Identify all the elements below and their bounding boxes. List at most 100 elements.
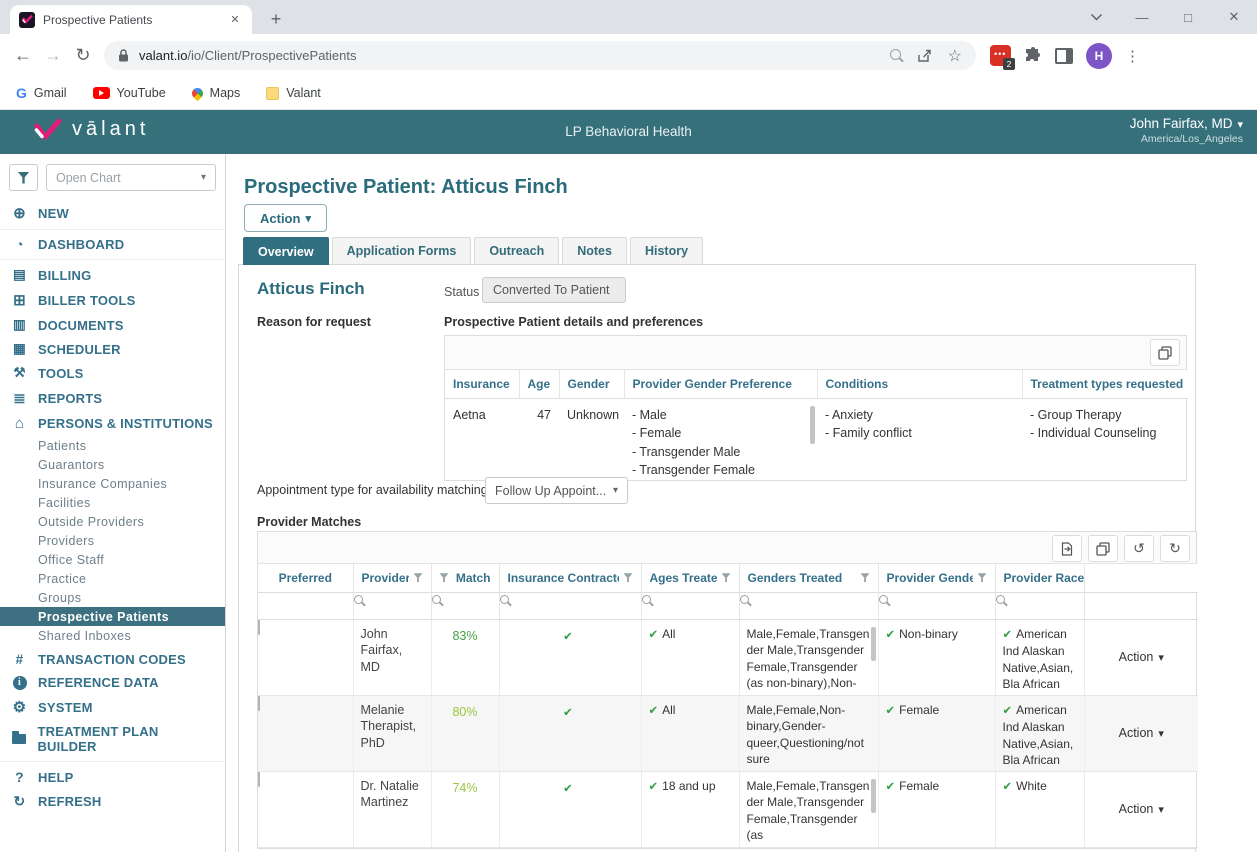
sidebar-item-transaction-codes[interactable]: TRANSACTION CODES (0, 648, 225, 671)
filter-icon[interactable] (722, 573, 731, 582)
sidebar-item-office-staff[interactable]: Office Staff (0, 550, 225, 569)
sidebar-item-documents[interactable]: DOCUMENTS (0, 313, 225, 337)
filter-icon[interactable] (624, 573, 633, 582)
filter-icon[interactable] (861, 573, 870, 582)
col-provider-race[interactable]: Provider Race (995, 564, 1084, 592)
sidebar-item-persons-institutions[interactable]: PERSONS & INSTITUTIONS (0, 411, 225, 436)
bookmark-maps[interactable]: Maps (192, 86, 241, 100)
side-panel-icon[interactable] (1055, 48, 1073, 64)
tab-application-forms[interactable]: Application Forms (332, 237, 472, 264)
forward-button[interactable]: → (38, 41, 68, 71)
appointment-type-dropdown[interactable]: Follow Up Appoint... (485, 477, 628, 504)
row-action-button[interactable]: Action (1119, 650, 1164, 664)
details-col-provider-gender-preference[interactable]: Provider Gender Preference (624, 370, 817, 398)
column-chooser-button[interactable] (1088, 535, 1118, 562)
browser-menu-icon[interactable]: ⋮ (1125, 47, 1140, 65)
filter-provider-gender[interactable] (878, 592, 995, 619)
sidebar-item-outside-providers[interactable]: Outside Providers (0, 512, 225, 531)
sidebar-item-facilities[interactable]: Facilities (0, 493, 225, 512)
bookmark-youtube[interactable]: YouTube (93, 86, 166, 100)
sidebar-item-insurance-companies[interactable]: Insurance Companies (0, 474, 225, 493)
details-col-treatment-types[interactable]: Treatment types requested (1022, 370, 1188, 398)
filter-genders-treated[interactable] (739, 592, 878, 619)
col-provider-gender[interactable]: Provider Gender (878, 564, 995, 592)
cell-scrollbar[interactable] (871, 627, 876, 661)
row-action-button[interactable]: Action (1119, 802, 1164, 816)
window-close-button[interactable]: ✕ (1211, 0, 1257, 34)
profile-avatar[interactable]: H (1086, 43, 1112, 69)
bookmark-gmail[interactable]: G Gmail (16, 85, 67, 101)
tab-close-icon[interactable]: ✕ (227, 12, 243, 28)
sidebar-item-dashboard[interactable]: DASHBOARD (0, 233, 225, 256)
filter-icon[interactable] (414, 573, 423, 582)
open-chart-dropdown[interactable]: Open Chart (46, 164, 216, 191)
filter-icon[interactable] (978, 573, 987, 582)
reload-button[interactable]: ↻ (68, 41, 98, 71)
col-preferred[interactable]: Preferred (258, 564, 353, 592)
preferred-checkbox[interactable] (258, 619, 260, 635)
browser-tab[interactable]: Prospective Patients ✕ (10, 5, 252, 34)
sidebar-item-help[interactable]: HELP (0, 765, 225, 789)
sidebar-item-groups[interactable]: Groups (0, 588, 225, 607)
sidebar-item-new[interactable]: NEW (0, 200, 225, 226)
details-col-insurance[interactable]: Insurance (445, 370, 519, 398)
sidebar-item-refresh[interactable]: REFRESH (0, 789, 225, 814)
filter-ages-treated[interactable] (641, 592, 739, 619)
sidebar-item-billing[interactable]: BILLING (0, 263, 225, 287)
tab-history[interactable]: History (630, 237, 703, 264)
status-field[interactable]: Converted To Patient (482, 277, 626, 303)
sidebar-item-reports[interactable]: REPORTS (0, 385, 225, 411)
chart-filter-button[interactable] (9, 164, 38, 191)
details-col-conditions[interactable]: Conditions (817, 370, 1022, 398)
filter-insurance-contracted[interactable] (499, 592, 641, 619)
col-match[interactable]: Match (431, 564, 499, 592)
filter-icon[interactable] (440, 573, 449, 582)
cell-scrollbar[interactable] (871, 779, 876, 813)
window-maximize-button[interactable]: □ (1165, 0, 1211, 34)
action-button[interactable]: Action (244, 204, 327, 232)
extension-notification-icon[interactable]: ••• 2 (990, 45, 1011, 66)
column-chooser-button[interactable] (1150, 339, 1180, 366)
col-provider[interactable]: Provider (353, 564, 431, 592)
refresh-grid-button[interactable] (1160, 535, 1190, 562)
col-ages-treated[interactable]: Ages Treated (641, 564, 739, 592)
filter-provider[interactable] (353, 592, 431, 619)
bookmark-valant[interactable]: Valant (266, 86, 321, 100)
tab-outreach[interactable]: Outreach (474, 237, 559, 264)
sidebar-item-scheduler[interactable]: SCHEDULER (0, 337, 225, 361)
col-genders-treated[interactable]: Genders Treated (739, 564, 878, 592)
sidebar-item-system[interactable]: SYSTEM (0, 694, 225, 720)
sidebar-item-reference-data[interactable]: REFERENCE DATA (0, 671, 225, 694)
sidebar-item-shared-inboxes[interactable]: Shared Inboxes (0, 626, 225, 645)
preferred-checkbox[interactable] (258, 695, 260, 711)
sidebar-item-guarantors[interactable]: Guarantors (0, 455, 225, 474)
back-button[interactable]: ← (8, 41, 38, 71)
sidebar-item-treatment-plan-builder[interactable]: TREATMENT PLAN BUILDER (0, 720, 225, 758)
share-icon[interactable] (917, 49, 932, 63)
new-tab-button[interactable]: + (264, 8, 288, 32)
tab-notes[interactable]: Notes (562, 237, 627, 264)
cell-scrollbar[interactable] (810, 406, 815, 444)
row-action-button[interactable]: Action (1119, 726, 1164, 740)
bookmark-star-icon[interactable]: ☆ (948, 46, 962, 66)
filter-provider-race[interactable] (995, 592, 1084, 619)
window-minimize-button[interactable]: — (1119, 0, 1165, 34)
zoom-icon[interactable] (890, 47, 901, 65)
extensions-puzzle-icon[interactable] (1024, 47, 1042, 65)
sidebar-item-biller-tools[interactable]: BILLER TOOLS (0, 287, 225, 313)
col-insurance-contracted[interactable]: Insurance Contracted (499, 564, 641, 592)
sidebar-item-tools[interactable]: TOOLS (0, 361, 225, 385)
details-col-gender[interactable]: Gender (559, 370, 624, 398)
filter-preferred[interactable] (258, 592, 353, 619)
sidebar-item-prospective-patients[interactable]: Prospective Patients (0, 607, 225, 626)
details-col-age[interactable]: Age (519, 370, 559, 398)
filter-match[interactable] (431, 592, 499, 619)
sidebar-item-patients[interactable]: Patients (0, 436, 225, 455)
chrome-menu-chevron-icon[interactable] (1073, 0, 1119, 34)
tab-overview[interactable]: Overview (243, 237, 329, 265)
sidebar-item-practice[interactable]: Practice (0, 569, 225, 588)
undo-button[interactable] (1124, 535, 1154, 562)
user-menu[interactable]: John Fairfax, MD America/Los_Angeles (1130, 116, 1243, 145)
export-button[interactable] (1052, 535, 1082, 562)
preferred-checkbox[interactable] (258, 771, 260, 787)
